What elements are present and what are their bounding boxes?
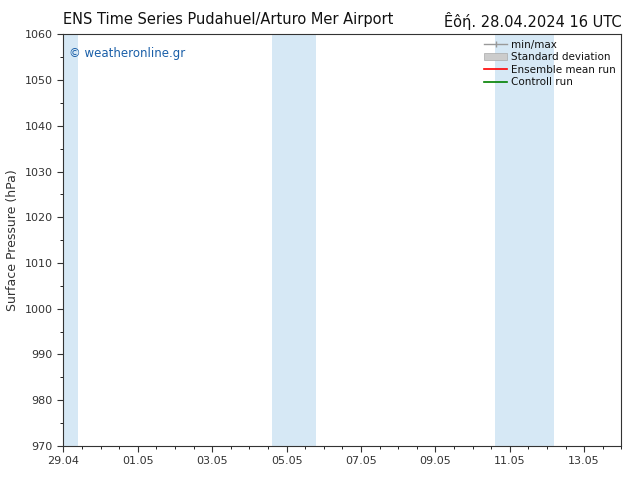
Legend: min/max, Standard deviation, Ensemble mean run, Controll run: min/max, Standard deviation, Ensemble me… — [484, 40, 616, 87]
Text: Êôή. 28.04.2024 16 UTC: Êôή. 28.04.2024 16 UTC — [444, 12, 621, 30]
Y-axis label: Surface Pressure (hPa): Surface Pressure (hPa) — [6, 169, 19, 311]
Bar — [272, 34, 316, 446]
Bar — [56, 34, 78, 446]
Bar — [495, 34, 554, 446]
Text: ENS Time Series Pudahuel/Arturo Mer Airport: ENS Time Series Pudahuel/Arturo Mer Airp… — [63, 12, 394, 27]
Text: © weatheronline.gr: © weatheronline.gr — [69, 47, 185, 60]
